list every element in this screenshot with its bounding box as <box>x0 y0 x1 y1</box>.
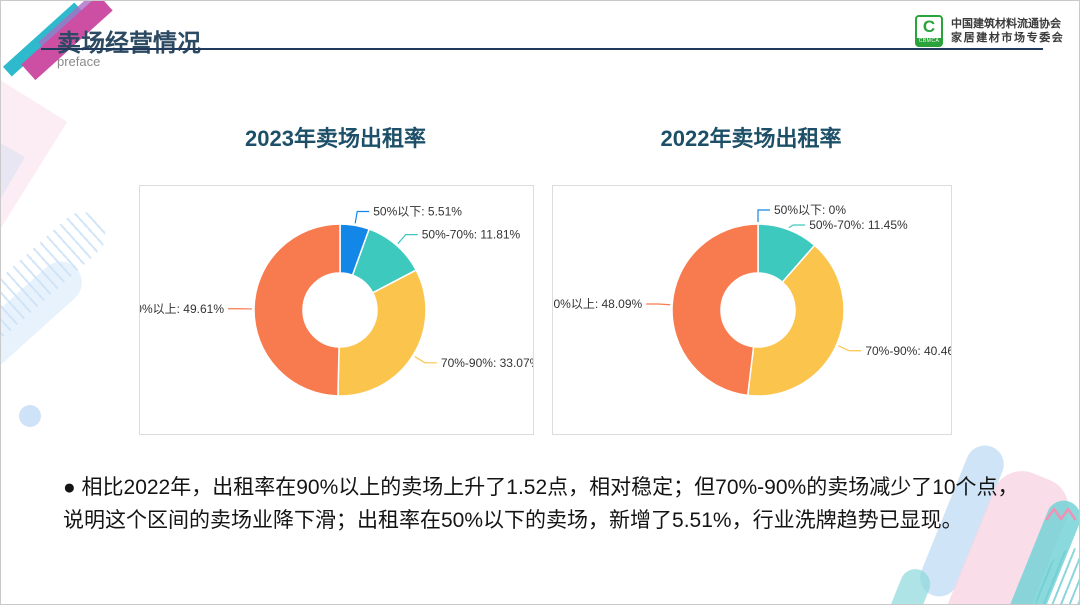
logo-c-glyph: C <box>922 17 936 36</box>
preface-label: preface <box>57 54 101 69</box>
logo-badge: CBMCA <box>917 38 941 45</box>
summary-line2: 说明这个区间的卖场业降下滑；出租率在50%以下的卖场，新增了5.51%，行业洗牌… <box>63 509 963 532</box>
header-underline <box>41 48 1043 50</box>
org-name-line2: 家居建材市场专委会 <box>951 32 1065 44</box>
label-leader-line <box>646 303 671 306</box>
chart-panel-2023: 50%以下: 5.51% 50%-70%: 11.81% 70%-90%: 33.0… <box>129 185 541 435</box>
pie-label: 50%-70%: 11.45% <box>809 218 908 232</box>
org-logo: C CBMCA 中国建筑材料流通协会 家居建材市场专委会 <box>915 15 1064 47</box>
page-title: 卖场经营情况 <box>57 30 201 57</box>
label-leader-line <box>788 224 806 229</box>
pie-label: 50%以下: 0% <box>774 203 846 217</box>
pie-slice-70%-90% <box>746 244 845 397</box>
pie-label: 90%以上: 49.61% <box>140 302 224 316</box>
org-name: 中国建筑材料流通协会 家居建材市场专委会 <box>951 17 1064 45</box>
pie-slice-90%以上 <box>253 223 341 397</box>
logo-mark-icon: C CBMCA <box>915 15 943 47</box>
summary-line1: ● 相比2022年，出租率在90%以上的卖场上升了1.52点，相对稳定；但70%… <box>63 476 1019 499</box>
label-leader-line <box>354 210 370 224</box>
donut-chart-2022: 50%以下: 0%50%-70%: 11.45% 70%-90%: 40.46% 9… <box>547 203 965 397</box>
org-name-line1: 中国建筑材料流通协会 <box>951 18 1061 30</box>
chart-panel-2022: 50%以下: 0%50%-70%: 11.45% 70%-90%: 40.46% 9… <box>547 185 965 435</box>
chart-title-2022: 2022年卖场出租率 <box>660 126 842 151</box>
label-leader-line <box>757 209 770 222</box>
donut-chart-2023: 50%以下: 5.51% 50%-70%: 11.81% 70%-90%: 33.0… <box>129 204 541 397</box>
decoration-dot-blue <box>19 405 41 427</box>
pie-label: 70%-90%: 33.07% <box>441 356 533 370</box>
zigzag-icon <box>1045 507 1077 521</box>
pie-label: 50%以下: 5.51% <box>373 204 462 218</box>
chart-title-2023: 2023年卖场出租率 <box>245 126 426 151</box>
label-leader-line <box>838 345 862 352</box>
pie-label: 70%-90%: 40.46% <box>865 344 951 358</box>
pie-slice-90%以上 <box>671 223 759 397</box>
pie-label: 50%-70%: 11.81% <box>422 228 521 242</box>
label-leader-line <box>397 234 418 245</box>
label-leader-line <box>414 355 437 364</box>
pie-label: 90%以上: 48.09% <box>553 297 643 311</box>
summary-text: ● 相比2022年，出租率在90%以上的卖场上升了1.52点，相对稳定；但70%… <box>63 471 1031 537</box>
pie-slice-70%-90% <box>337 269 427 397</box>
